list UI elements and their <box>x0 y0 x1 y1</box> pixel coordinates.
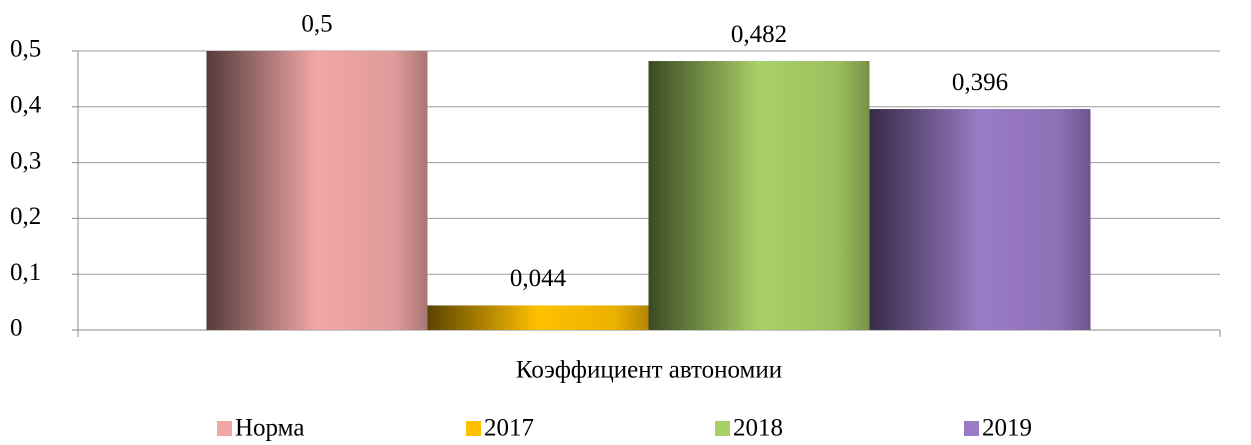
legend-swatch <box>217 421 232 436</box>
legend-label: Норма <box>235 415 304 442</box>
bar <box>648 61 870 330</box>
legend-swatch <box>715 421 730 436</box>
data-label: 0,5 <box>301 11 332 38</box>
y-tick-label: 0 <box>10 315 23 342</box>
y-tick-label: 0,4 <box>10 92 42 119</box>
data-label: 0,044 <box>510 265 567 292</box>
bar <box>427 305 649 330</box>
legend-label: 2018 <box>733 415 783 442</box>
data-label: 0,396 <box>952 69 1008 96</box>
legend-label: 2019 <box>982 415 1032 442</box>
x-tick-label: Коэффициент автономии <box>516 357 782 384</box>
y-tick-label: 0,2 <box>10 203 41 230</box>
bar <box>869 109 1091 330</box>
bar <box>206 51 428 330</box>
legend-swatch <box>964 421 979 436</box>
legend-label: 2017 <box>484 415 534 442</box>
data-label: 0,482 <box>731 21 787 48</box>
y-tick-label: 0,1 <box>10 259 41 286</box>
y-tick-label: 0,5 <box>10 36 41 63</box>
y-tick-label: 0,3 <box>10 147 41 174</box>
legend-swatch <box>466 421 481 436</box>
